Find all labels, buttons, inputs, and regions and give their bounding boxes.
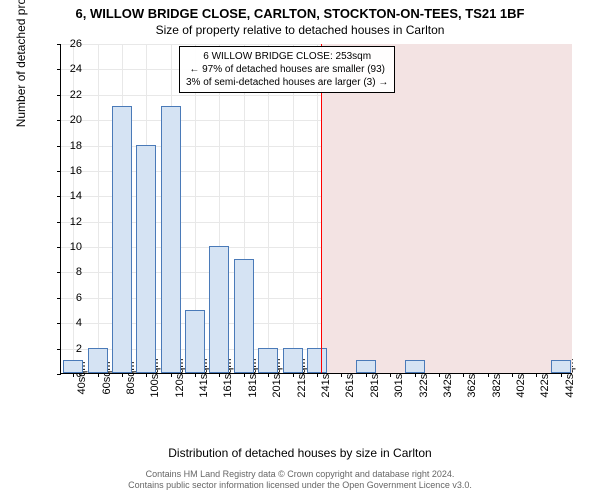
histogram-bar xyxy=(307,348,327,373)
annotation-box: 6 WILLOW BRIDGE CLOSE: 253sqm← 97% of de… xyxy=(179,46,395,93)
x-tick-mark xyxy=(244,373,245,377)
histogram-bar xyxy=(283,348,303,373)
x-tick-mark xyxy=(561,373,562,377)
x-tick-mark xyxy=(293,373,294,377)
histogram-bar xyxy=(161,106,181,373)
y-tick-label: 2 xyxy=(52,343,82,355)
footer-line-2: Contains public sector information licen… xyxy=(0,480,600,492)
gridline-v xyxy=(268,44,269,373)
x-tick-mark xyxy=(488,373,489,377)
histogram-bar xyxy=(234,259,254,373)
histogram-bar xyxy=(88,348,108,373)
x-tick-mark xyxy=(415,373,416,377)
histogram-bar xyxy=(136,145,156,373)
chart-title-sub: Size of property relative to detached ho… xyxy=(0,21,600,37)
y-axis-title: Number of detached properties xyxy=(14,0,28,127)
y-tick-label: 22 xyxy=(52,89,82,101)
x-tick-mark xyxy=(439,373,440,377)
x-tick-mark xyxy=(390,373,391,377)
histogram-bar xyxy=(63,360,83,373)
y-tick-label: 6 xyxy=(52,292,82,304)
gridline-v xyxy=(317,44,318,373)
histogram-bar xyxy=(258,348,278,373)
footer-line-1: Contains HM Land Registry data © Crown c… xyxy=(0,469,600,481)
histogram-bar xyxy=(405,360,425,373)
x-tick-mark xyxy=(146,373,147,377)
x-tick-mark xyxy=(317,373,318,377)
y-tick-label: 16 xyxy=(52,165,82,177)
x-tick-mark xyxy=(512,373,513,377)
x-tick-mark xyxy=(536,373,537,377)
x-tick-mark xyxy=(463,373,464,377)
x-tick-mark xyxy=(98,373,99,377)
x-tick-mark xyxy=(341,373,342,377)
x-tick-mark xyxy=(268,373,269,377)
gridline-v xyxy=(98,44,99,373)
chart-plot-area: 6 WILLOW BRIDGE CLOSE: 253sqm← 97% of de… xyxy=(60,44,572,374)
y-tick-label: 26 xyxy=(52,38,82,50)
y-tick-label: 14 xyxy=(52,190,82,202)
annotation-line: ← 97% of detached houses are smaller (93… xyxy=(186,63,388,76)
x-tick-mark xyxy=(366,373,367,377)
histogram-bar xyxy=(185,310,205,373)
chart-title-main: 6, WILLOW BRIDGE CLOSE, CARLTON, STOCKTO… xyxy=(0,0,600,21)
y-tick-label: 20 xyxy=(52,114,82,126)
y-tick-label: 10 xyxy=(52,241,82,253)
x-tick-mark xyxy=(171,373,172,377)
histogram-bar xyxy=(209,246,229,373)
x-tick-mark xyxy=(122,373,123,377)
histogram-bar xyxy=(551,360,571,373)
y-tick-label: 4 xyxy=(52,317,82,329)
histogram-bar xyxy=(356,360,376,373)
attribution-footer: Contains HM Land Registry data © Crown c… xyxy=(0,469,600,492)
y-tick-label: 24 xyxy=(52,63,82,75)
y-tick-label: 12 xyxy=(52,216,82,228)
property-marker-line xyxy=(321,44,322,373)
y-tick-label: 18 xyxy=(52,140,82,152)
annotation-line: 6 WILLOW BRIDGE CLOSE: 253sqm xyxy=(186,50,388,63)
larger-region-shade xyxy=(321,44,572,373)
histogram-bar xyxy=(112,106,132,373)
x-axis-title: Distribution of detached houses by size … xyxy=(0,446,600,460)
x-tick-mark xyxy=(219,373,220,377)
y-tick-label: 8 xyxy=(52,266,82,278)
x-tick-mark xyxy=(195,373,196,377)
gridline-v xyxy=(293,44,294,373)
annotation-line: 3% of semi-detached houses are larger (3… xyxy=(186,76,388,89)
